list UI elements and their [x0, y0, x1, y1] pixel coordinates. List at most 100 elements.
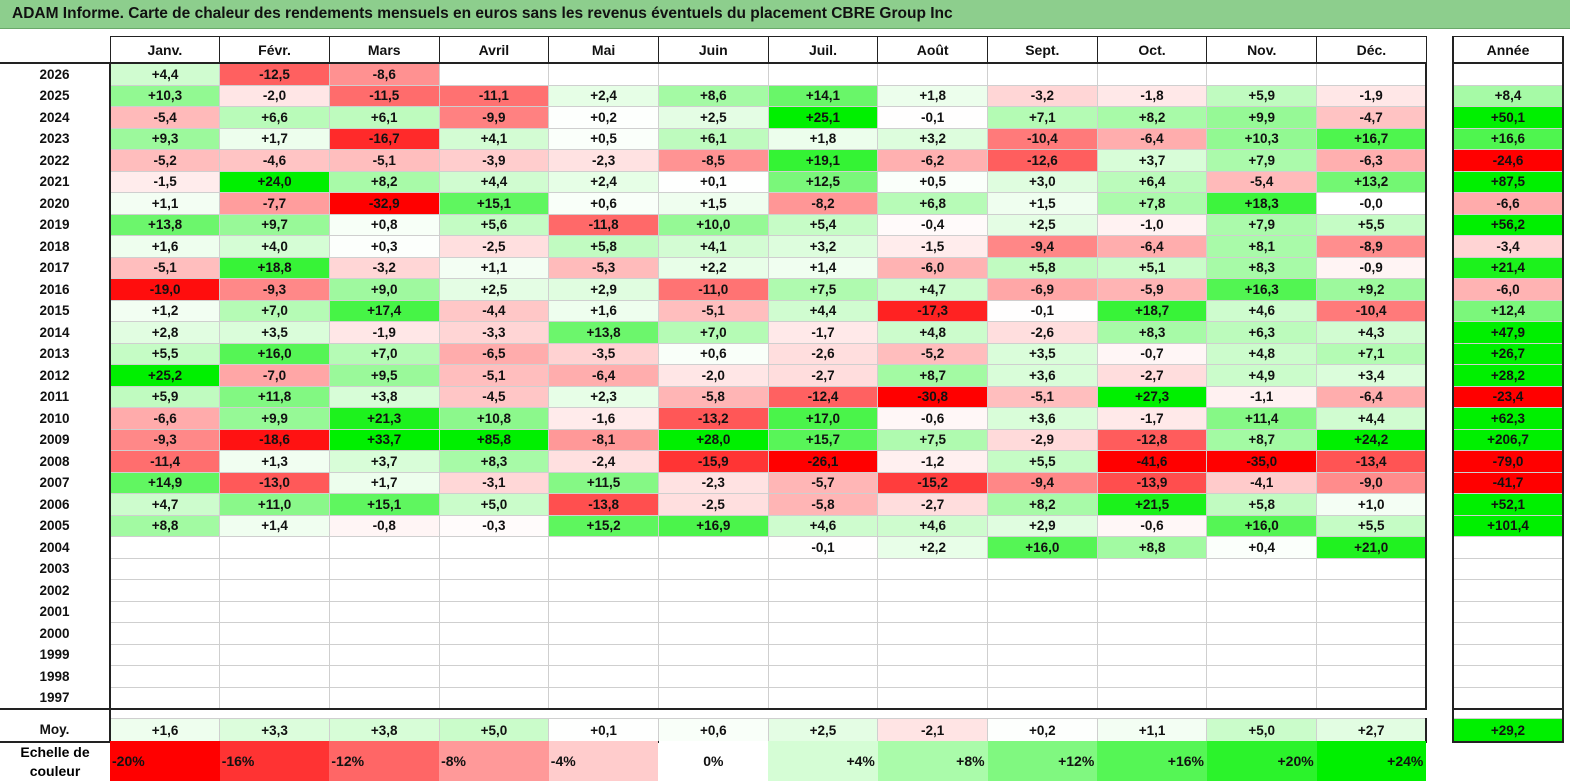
heatmap-cell [109, 579, 221, 602]
heatmap-cell: +3,6 [987, 407, 1098, 430]
legend-swatch: +16% [1097, 741, 1207, 781]
heatmap-cell [1096, 579, 1208, 602]
heatmap-cell: +4,6 [767, 514, 879, 537]
heatmap-cell: +13,8 [109, 213, 221, 236]
heatmap-cell: -11,8 [548, 213, 659, 236]
month-header: Août [877, 36, 988, 64]
heatmap-cell: -2,0 [657, 364, 769, 387]
year-label: 2017 [0, 257, 111, 279]
heatmap-cell: -35,0 [1206, 450, 1318, 473]
heatmap-cell: -15,9 [657, 450, 769, 473]
table-row: 2025 +10,3 -2,0 -11,5 -11,1 +2,4 +8,6 +14,1 +1,8… [0, 84, 1428, 107]
table-row: 2012 +25,2 -7,0 +9,5 -5,1 -6,4 -2,0 -2,7 +8,7 +3,… [0, 364, 1428, 387]
heatmap-cell: +1,5 [987, 192, 1098, 215]
heatmap-cell [877, 643, 988, 666]
average-cell: +0,6 [657, 718, 769, 743]
annual-cell [1452, 536, 1564, 559]
table-row: 2018 +1,6 +4,0 +0,3 -2,5 +5,8 +4,1 +3,2 -1,5 -9,4… [0, 235, 1428, 258]
heatmap-cell [548, 557, 659, 580]
table-row: 2003 [0, 557, 1428, 580]
annual-cell [1452, 557, 1564, 580]
heatmap-cell [767, 62, 879, 86]
heatmap-cell: +2,4 [548, 170, 659, 193]
heatmap-cell [219, 600, 330, 623]
month-header: Mai [548, 36, 659, 64]
heatmap-cell: -9,3 [109, 428, 221, 451]
annual-cell: -6,6 [1452, 192, 1564, 215]
heatmap-cell: +15,7 [767, 428, 879, 451]
heatmap-cell: +4,3 [1316, 321, 1428, 344]
heatmap-cell: +21,3 [328, 407, 440, 430]
heatmap-cell: -3,2 [328, 256, 440, 279]
heatmap-cell [548, 643, 659, 666]
heatmap-cell [109, 600, 221, 623]
heatmap-cell: -9,0 [1316, 471, 1428, 494]
month-header: Nov. [1206, 36, 1318, 64]
heatmap-cell: -2,7 [767, 364, 879, 387]
heatmap-cell: +18,7 [1096, 299, 1208, 322]
month-header: Janv. [109, 36, 221, 64]
heatmap-cell: +8,2 [328, 170, 440, 193]
heatmap-cell: -4,6 [219, 149, 330, 172]
month-header: Oct. [1096, 36, 1208, 64]
heatmap-cell: -12,5 [219, 62, 330, 86]
annual-cell: -6,0 [1452, 278, 1564, 301]
heatmap-cell: +8,8 [109, 514, 221, 537]
heatmap-cell: +0,5 [548, 127, 659, 150]
heatmap-cell: +25,1 [767, 106, 879, 129]
heatmap-cell: +0,6 [657, 342, 769, 365]
legend-swatch: 0% [658, 741, 769, 781]
spacer-cell [439, 708, 549, 719]
heatmap-cell: +9,3 [109, 127, 221, 150]
heatmap-cell: +10,8 [438, 407, 550, 430]
heatmap-cell: +8,7 [1206, 428, 1318, 451]
heatmap-cell: -9,4 [987, 471, 1098, 494]
heatmap-cell [1206, 665, 1318, 688]
heatmap-cell: +0,5 [877, 170, 988, 193]
table-row: 2001 [0, 600, 1428, 623]
heatmap-table: Janv. Févr. Mars Avril Mai Juin Juil. Août Sept.… [0, 36, 1428, 743]
year-label: 2019 [0, 214, 111, 236]
heatmap-cell: +1,6 [548, 299, 659, 322]
table-row: 2014 +2,8 +3,5 -1,9 -3,3 +13,8 +7,0 -1,7 +4,8 -2,… [0, 321, 1428, 344]
average-cell: +2,7 [1316, 718, 1428, 743]
month-header: Févr. [219, 36, 330, 64]
heatmap-cell: +7,5 [767, 278, 879, 301]
heatmap-cell: +1,7 [219, 127, 330, 150]
heatmap-cell: +2,9 [987, 514, 1098, 537]
annual-cell: +8,4 [1452, 84, 1564, 107]
annual-header: Année [1452, 36, 1564, 64]
table-row: 1999 [0, 643, 1428, 666]
legend-swatch: +24% [1316, 741, 1427, 781]
heatmap-cell [987, 643, 1098, 666]
heatmap-cell: -1,9 [328, 321, 440, 344]
heatmap-cell [548, 62, 659, 86]
average-annual-cell: +29,2 [1452, 718, 1564, 743]
heatmap-cell [657, 579, 769, 602]
heatmap-cell: -0,4 [877, 213, 988, 236]
heatmap-cell: +2,5 [438, 278, 550, 301]
year-label: 1998 [0, 665, 111, 687]
heatmap-cell: +11,0 [219, 493, 330, 516]
annual-cell [1452, 579, 1564, 602]
heatmap-cell [767, 600, 879, 623]
color-scale-legend: Echelle de couleur -20% -16% -12% -8% -4% 0% +… [0, 741, 1430, 781]
heatmap-cell: -3,1 [438, 471, 550, 494]
heatmap-cell: +1,8 [767, 127, 879, 150]
heatmap-cell: +28,0 [657, 428, 769, 451]
heatmap-cell: +9,9 [1206, 106, 1318, 129]
heatmap-cell [109, 622, 221, 645]
heatmap-cell: -6,3 [1316, 149, 1428, 172]
heatmap-cell: +1,4 [767, 256, 879, 279]
heatmap-cell: +3,4 [1316, 364, 1428, 387]
year-label: 2018 [0, 235, 111, 257]
heatmap-cell [219, 536, 330, 559]
heatmap-cell: +7,1 [1316, 342, 1428, 365]
heatmap-cell: +2,8 [109, 321, 221, 344]
table-row: 2011 +5,9 +11,8 +3,8 -4,5 +2,3 -5,8 -12,4 -30,8-… [0, 385, 1428, 408]
annual-cell: +87,5 [1452, 170, 1564, 193]
heatmap-cell: +6,1 [657, 127, 769, 150]
heatmap-cell [657, 686, 769, 710]
table-row: 2022 -5,2 -4,6 -5,1 -3,9 -2,3 -8,5 +19,1 -6,2 -12… [0, 149, 1428, 172]
heatmap-cell [219, 557, 330, 580]
